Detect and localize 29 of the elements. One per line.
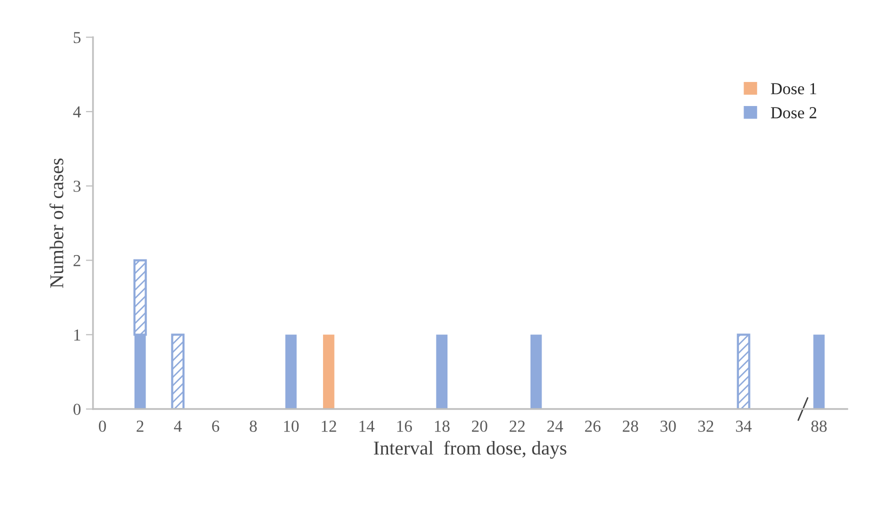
x-tick-label: 32 (698, 420, 714, 432)
y-tick-label: 3 (74, 180, 81, 192)
x-tick-label: 0 (98, 420, 106, 432)
x-tick-label: 18 (434, 420, 450, 432)
y-tick-label: 4 (73, 106, 81, 118)
y-tick-label: 0 (73, 404, 81, 415)
x-tick-label: 24 (547, 420, 564, 432)
y-tick-label: 2 (74, 255, 80, 266)
x-tick-label: 34 (736, 420, 752, 432)
x-tick-label: 12 (322, 420, 336, 432)
x-tick-label: 26 (585, 420, 601, 432)
x-tick-label: 30 (660, 420, 676, 432)
x-tick-label: 2 (136, 420, 144, 432)
x-axis-title: Interval from dose, days (374, 440, 566, 459)
y-tick-label: 5 (74, 32, 81, 44)
y-axis-title: Number of cases (49, 158, 64, 288)
x-tick-label: 16 (397, 420, 412, 432)
x-tick-label: 20 (472, 420, 488, 432)
legend-label: Dose 2 (770, 107, 816, 118)
x-tick-label: 10 (284, 420, 299, 432)
y-tick-label: 1 (74, 329, 80, 340)
x-tick-label: 8 (250, 420, 257, 432)
x-tick-label: 28 (622, 420, 638, 432)
x-tick-label: 88 (811, 420, 827, 432)
x-tick-label: 22 (510, 420, 525, 432)
legend-label: Dose 1 (770, 83, 816, 94)
x-tick-label: 6 (212, 420, 220, 432)
x-tick-label: 4 (174, 420, 182, 432)
x-tick-label: 14 (360, 420, 374, 432)
